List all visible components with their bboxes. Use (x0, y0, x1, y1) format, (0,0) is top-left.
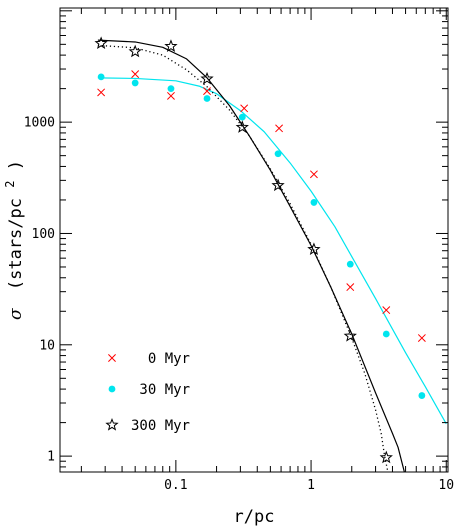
y-axis-unit: (stars/pc (6, 198, 26, 290)
point-300-myr-3 (200, 71, 214, 85)
tick-labels: 0.1 1 10 1 10 100 1000 (24, 116, 454, 493)
x-tick-label-10: 10 (438, 478, 454, 493)
legend-label-300myr: 300 Myr (131, 418, 190, 434)
point-30-myr-9 (418, 392, 426, 399)
point-0-myr-0 (97, 88, 106, 97)
y-tick-label-1: 1 (47, 450, 55, 465)
fit-curves (97, 39, 447, 472)
point-300-myr-4 (235, 120, 249, 133)
point-0-myr-8 (382, 306, 391, 315)
point-300-myr-7 (343, 328, 357, 342)
point-300-myr-6 (307, 242, 321, 256)
point-0-myr-2 (167, 91, 175, 100)
y-tick-label-1000: 1000 (24, 116, 55, 131)
point-30-myr-0 (97, 73, 105, 81)
point-30-myr-8 (382, 330, 390, 338)
legend-marker-30-myr (108, 385, 116, 393)
y-axis-label: σ (stars/pc 2 ) (0, 160, 26, 320)
plot-frame (59, 7, 449, 473)
legend-markers (105, 354, 119, 431)
point-0-myr-7 (346, 283, 355, 292)
legend-label-0myr: 0 Myr (148, 351, 190, 367)
point-30-myr-1 (131, 79, 139, 87)
point-0-myr-4 (240, 104, 249, 113)
y-axis-symbol: σ (6, 308, 26, 320)
fit-curve-2 (97, 44, 389, 472)
point-30-myr-2 (167, 85, 175, 93)
point-300-myr-8 (379, 450, 393, 464)
point-30-myr-7 (346, 260, 354, 268)
axis-ticks (60, 8, 448, 472)
legend-label-30myr: 30 Myr (139, 382, 190, 398)
point-30-myr-4 (238, 113, 246, 121)
x-tick-label-1: 1 (307, 478, 315, 493)
point-300-myr-1 (128, 44, 142, 58)
point-300-myr-0 (94, 36, 108, 50)
x-tick-label-0.1: 0.1 (164, 478, 187, 493)
fit-curve-0 (97, 77, 447, 425)
point-30-myr-5 (274, 150, 282, 158)
point-0-myr-9 (417, 334, 426, 342)
y-tick-label-100: 100 (32, 227, 55, 242)
data-markers (94, 36, 426, 464)
point-300-myr-2 (164, 39, 178, 52)
legend: 0 Myr 30 Myr 300 Myr (105, 351, 190, 434)
point-0-myr-6 (309, 170, 318, 179)
point-300-myr-5 (271, 178, 285, 192)
point-0-myr-5 (275, 124, 284, 133)
point-30-myr-3 (203, 95, 211, 102)
y-axis-unit-power: 2 (3, 181, 17, 188)
point-0-myr-1 (131, 70, 140, 79)
x-axis-label: r/pc (234, 507, 275, 527)
fit-curve-1 (97, 39, 405, 472)
legend-marker-0-myr (108, 354, 116, 362)
point-0-myr-3 (203, 87, 211, 96)
legend-marker-300-myr (105, 418, 119, 431)
y-axis-unit-close: ) (6, 160, 26, 170)
y-tick-label-10: 10 (39, 338, 55, 353)
point-30-myr-6 (310, 199, 318, 206)
